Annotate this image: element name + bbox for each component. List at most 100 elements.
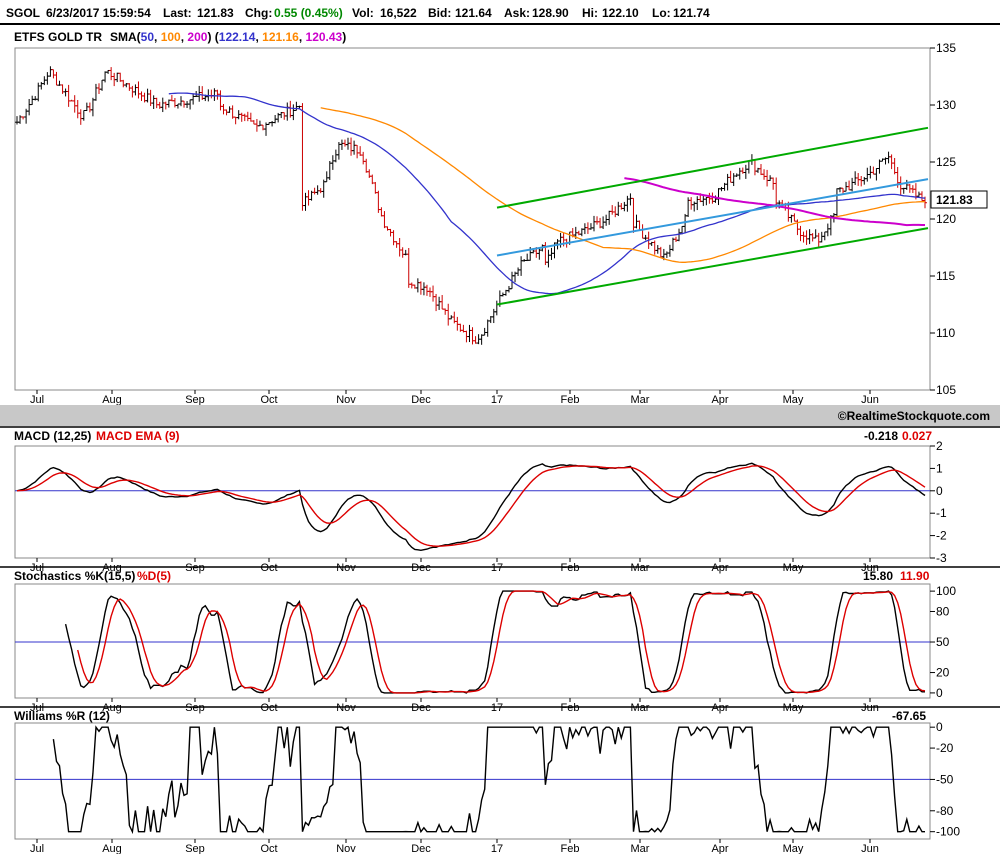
x-tick-label: 17 (491, 702, 503, 714)
macd-y-tick-label: -1 (936, 506, 947, 520)
x-tick-label: Jun (861, 394, 879, 406)
x-tick-label: Oct (260, 394, 277, 406)
last-price-label: 121.83 (936, 193, 973, 207)
x-tick-label: Nov (336, 394, 356, 406)
hi-label: Hi: (582, 6, 598, 20)
sma100-line (320, 107, 925, 263)
chg-value: 0.55 (0.45%) (274, 6, 343, 20)
x-tick-label: May (783, 394, 804, 406)
macd-y-tick-label: 2 (936, 439, 943, 453)
x-tick-label: May (783, 562, 804, 574)
channel-lower (496, 227, 929, 306)
macd-signal-label: MACD EMA (9) (96, 429, 180, 443)
ask-label: Ask: (504, 6, 530, 20)
price-y-tick-label: 120 (936, 212, 956, 226)
price-y-tick-label: 115 (936, 269, 955, 283)
x-tick-label: Mar (631, 702, 650, 714)
stoch-x-axis: Jul Aug Sep Oct Nov Dec 17 Feb Mar Apr May Jun (30, 698, 879, 714)
x-tick-label: Jul (30, 843, 44, 854)
stoch-y-axis: 100 80 50 20 0 (930, 584, 956, 700)
macd-y-axis: 2 1 0 -1 -2 -3 (930, 439, 947, 565)
macd-y-tick-label: -2 (936, 529, 947, 543)
price-y-tick-label: 125 (936, 155, 956, 169)
watermark-bar (0, 405, 1000, 426)
macd-y-tick-label: 1 (936, 461, 943, 475)
x-tick-label: Dec (411, 702, 431, 714)
channel-midline (496, 178, 929, 257)
watermark: ©RealtimeStockquote.com (838, 409, 990, 423)
williams-plot-frame (14, 722, 931, 840)
x-tick-label: Sep (185, 843, 205, 854)
stoch-plot-frame (14, 583, 931, 699)
price-ticks (930, 47, 935, 391)
sma50-line (168, 92, 926, 295)
x-tick-label: Aug (102, 394, 122, 406)
sma50-period: 50 (141, 30, 155, 44)
x-tick-label: Apr (711, 562, 728, 574)
x-tick-label: Apr (711, 702, 728, 714)
x-tick-label: Apr (711, 394, 728, 406)
x-tick-label: Sep (185, 394, 205, 406)
x-tick-label: Jul (30, 394, 44, 406)
bid-label: Bid: (428, 6, 451, 20)
x-tick-label: Nov (336, 562, 356, 574)
x-tick-label: Sep (185, 562, 205, 574)
macd-label: MACD (12,25) (14, 429, 91, 443)
x-tick-label: Dec (411, 562, 431, 574)
stochastics-panel: Stochastics %K(15,5) %D(5) 15.80 11.90 1… (14, 569, 956, 714)
sma100-value: 121.16 (262, 30, 299, 44)
x-tick-label: Nov (336, 843, 356, 854)
x-tick-label: Feb (561, 843, 580, 854)
x-tick-label: Nov (336, 702, 356, 714)
lo-value: 121.74 (673, 6, 710, 20)
last-price-box (930, 190, 988, 209)
x-tick-label: May (783, 702, 804, 714)
sma-label: SMA( (110, 30, 141, 44)
ask-value: 128.90 (532, 6, 569, 20)
channel-upper (496, 126, 929, 209)
price-y-tick-label: 135 (936, 41, 956, 55)
stoch-d-line (77, 590, 926, 694)
x-tick-label: Dec (411, 843, 431, 854)
williams-value: -67.65 (892, 709, 926, 723)
stoch-series (15, 590, 930, 694)
williams-x-axis: Jul Aug Sep Oct Nov Dec 17 Feb Mar Apr May Jun (30, 839, 879, 855)
williams-y-tick-label: -100 (936, 825, 960, 839)
x-tick-label: Aug (102, 843, 122, 854)
macd-panel: MACD (12,25) MACD EMA (9) -0.218 0.027 2… (14, 429, 947, 574)
stoch-y-tick-label: 80 (936, 604, 950, 618)
williams-line (52, 725, 925, 835)
williams-y-tick-label: 0 (936, 720, 943, 734)
x-tick-label: Aug (102, 562, 122, 574)
price-y-axis: 135 130 125 120 115 110 105 (936, 41, 956, 397)
sma-legend: SMA(50, 100, 200) (122.14, 121.16, 120.4… (110, 30, 346, 44)
quote-datetime: 6/23/2017 15:59:54 (46, 6, 151, 20)
bid-value: 121.64 (455, 6, 492, 20)
williams-y-tick-label: -80 (936, 804, 954, 818)
stoch-y-tick-label: 100 (936, 584, 956, 598)
price-series (15, 66, 929, 345)
macd-signal-line (16, 465, 926, 547)
x-tick-label: Oct (260, 562, 277, 574)
hi-value: 122.10 (602, 6, 639, 20)
chart-title: ETFS GOLD TR (14, 30, 102, 44)
x-tick-label: May (783, 843, 804, 854)
williams-y-tick-label: -50 (936, 772, 954, 786)
lo-label: Lo: (652, 6, 671, 20)
macd-value: -0.218 (864, 429, 898, 443)
symbol: SGOL (6, 6, 40, 20)
x-tick-label: 17 (491, 562, 503, 574)
sma200-period: 200 (187, 30, 207, 44)
stoch-label: Stochastics %K(15,5) (14, 569, 135, 583)
x-tick-label: Sep (185, 702, 205, 714)
x-tick-label: Oct (260, 702, 277, 714)
macd-y-tick-label: 0 (936, 484, 943, 498)
williams-y-tick-label: -20 (936, 741, 954, 755)
macd-signal-value: 0.027 (902, 429, 932, 443)
x-tick-label: Feb (561, 394, 580, 406)
macd-y-tick-label: -3 (936, 551, 947, 565)
last-label: Last: (163, 6, 192, 20)
stoch-d-label: %D(5) (137, 569, 171, 583)
price-x-axis: Jul Aug Sep Oct Nov Dec 17 Feb Mar Apr May Jun (30, 390, 879, 406)
x-tick-label: Jun (861, 562, 879, 574)
